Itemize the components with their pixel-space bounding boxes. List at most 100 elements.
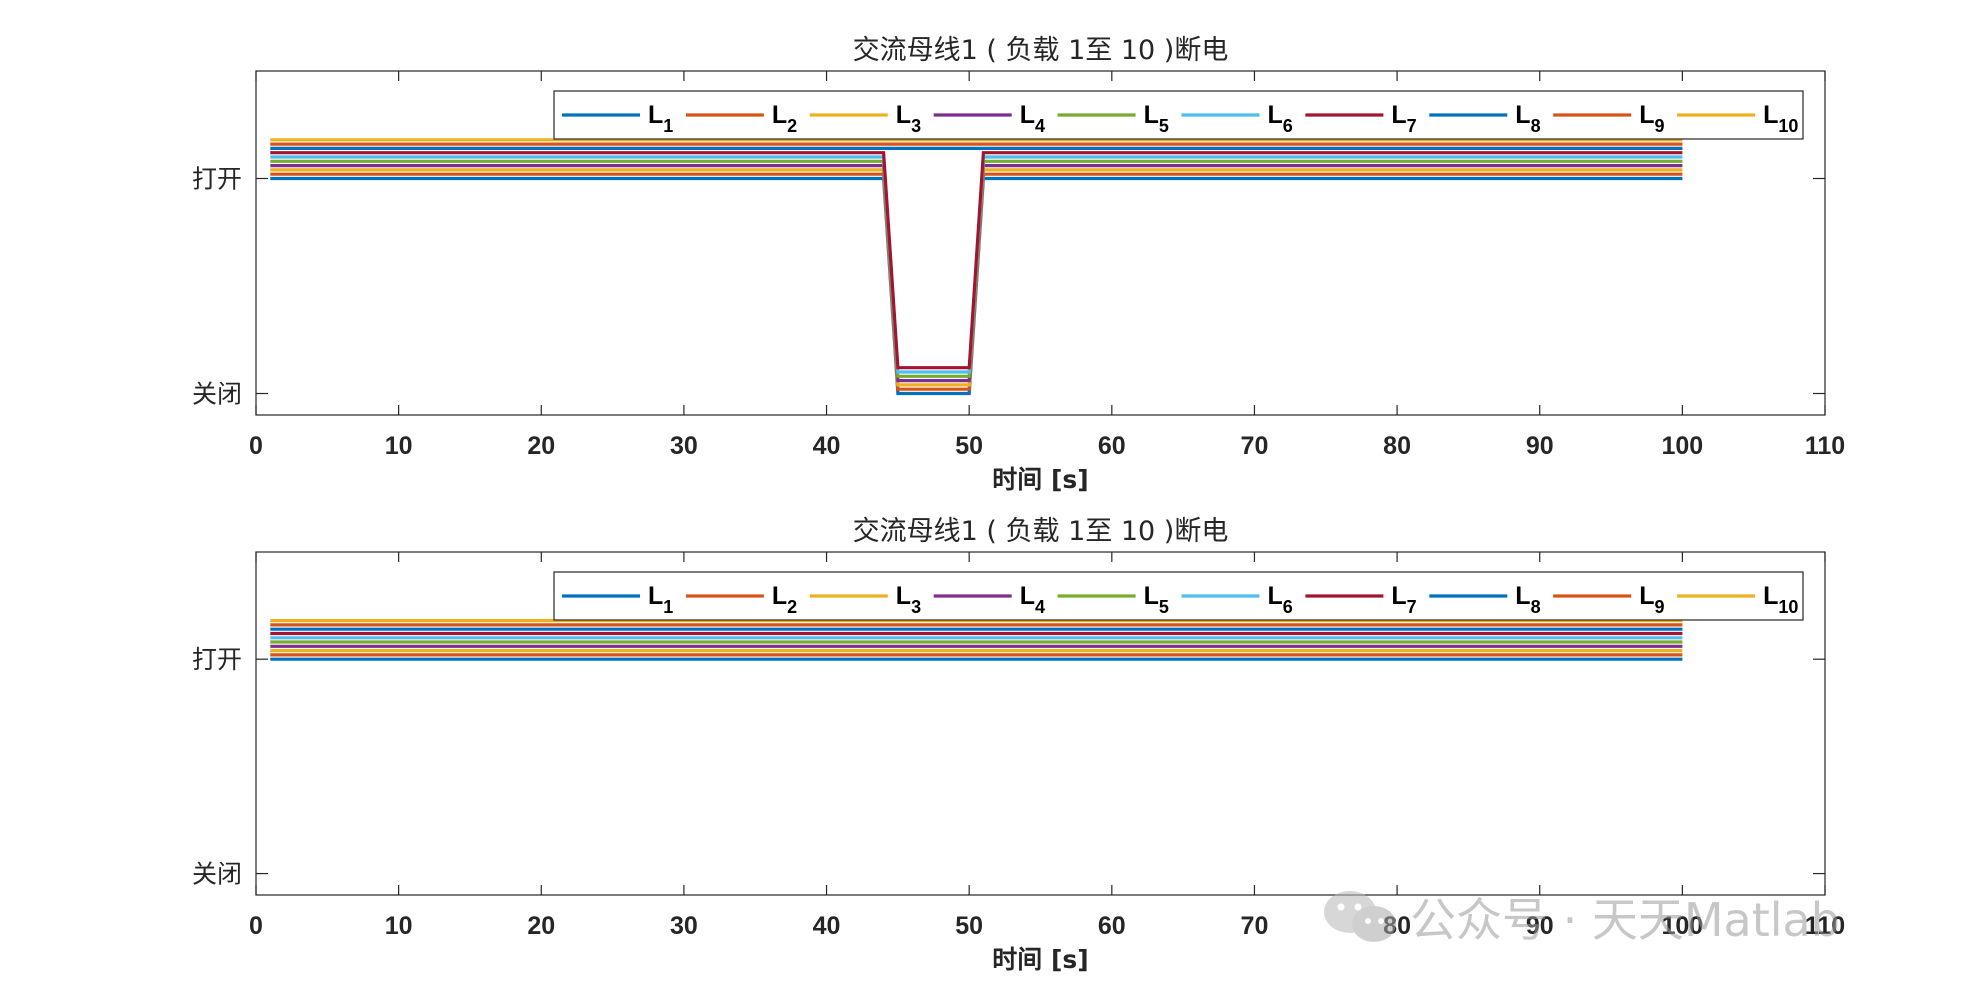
- chart-1: 交流母线1 ( 负载 1至 10 )断电 0 10 20 30 40 50 60 70 80 90 1…: [192, 35, 1845, 494]
- watermark-text: 公众号 · 天天Matlab: [1410, 893, 1840, 947]
- x-tick-label: 100: [1662, 912, 1704, 940]
- legend-label-sub: 5: [1159, 116, 1169, 136]
- legend-label-sub: 4: [1035, 116, 1045, 136]
- legend-item-L7: L7: [1305, 101, 1417, 136]
- chart-title: 交流母线1 ( 负载 1至 10 )断电: [853, 516, 1229, 547]
- x-tick-label: 0: [249, 912, 263, 940]
- legend-label: L4: [1020, 101, 1045, 136]
- x-tick-label: 60: [1098, 432, 1126, 460]
- x-tick-label: 30: [670, 912, 698, 940]
- legend-label-sub: 3: [911, 116, 921, 136]
- legend-label: L8: [1515, 582, 1540, 617]
- legend-item-L1: L1: [562, 582, 673, 617]
- legend-label-sub: 2: [787, 597, 797, 617]
- legend-label-main: L: [1391, 582, 1406, 610]
- x-tick-label: 50: [955, 432, 983, 460]
- legend-label: L7: [1391, 101, 1416, 136]
- x-tick-label: 110: [1805, 912, 1845, 940]
- legend-label: L3: [896, 101, 921, 136]
- legend-label-sub: 10: [1778, 597, 1798, 617]
- legend-label-main: L: [1020, 582, 1035, 610]
- legend-label-sub: 3: [911, 597, 921, 617]
- chart-title: 交流母线1 ( 负载 1至 10 )断电: [853, 35, 1229, 66]
- legend-label-sub: 7: [1407, 597, 1417, 617]
- legend-item-L2: L2: [685, 101, 797, 136]
- legend-item-L9: L9: [1553, 582, 1664, 617]
- legend-label-main: L: [1763, 101, 1778, 129]
- series-line-L7: [270, 151, 1683, 370]
- legend-label-main: L: [772, 101, 787, 129]
- legend-label-main: L: [1020, 101, 1035, 129]
- legend-label: L9: [1639, 101, 1664, 136]
- legend-label-main: L: [1268, 101, 1283, 129]
- legend-label: L6: [1268, 101, 1293, 136]
- x-tick-label: 80: [1383, 432, 1411, 460]
- legend-item-L5: L5: [1057, 582, 1169, 617]
- legend-item-L8: L8: [1429, 582, 1541, 617]
- legend-label-sub: 5: [1159, 597, 1169, 617]
- x-tick-label: 0: [249, 432, 263, 460]
- legend: L1 L2 L3 L4 L5 L6 L7 L8 L9 L10: [553, 90, 1804, 140]
- legend-label: L1: [648, 582, 673, 617]
- legend-item-L10: L10: [1677, 101, 1798, 136]
- legend-label: L8: [1515, 101, 1540, 136]
- x-tick-label: 40: [813, 912, 841, 940]
- x-tick-label: 50: [955, 912, 983, 940]
- legend-label-main: L: [1391, 101, 1406, 129]
- legend-label: L10: [1763, 101, 1798, 136]
- legend-label: L3: [896, 582, 921, 617]
- legend-item-L6: L6: [1181, 582, 1293, 617]
- x-axis-label: 时间 [s]: [992, 945, 1088, 974]
- legend-label-sub: 1: [663, 597, 673, 617]
- legend-label: L6: [1268, 582, 1293, 617]
- legend-item-L4: L4: [933, 101, 1045, 136]
- series-line-L4: [270, 164, 1683, 383]
- legend-label: L2: [772, 101, 797, 136]
- x-tick-label: 70: [1241, 432, 1269, 460]
- legend-label-sub: 8: [1531, 116, 1541, 136]
- legend-label-main: L: [1515, 582, 1530, 610]
- legend-label: L5: [1144, 101, 1169, 136]
- x-axis-label: 时间 [s]: [992, 465, 1088, 494]
- legend-label: L5: [1144, 582, 1169, 617]
- legend-label-main: L: [1639, 582, 1654, 610]
- x-tick-label: 30: [670, 432, 698, 460]
- watermark: 公众号 · 天天Matlab: [1320, 882, 1840, 952]
- y-tick-label: 打开: [192, 165, 242, 194]
- chart-2: 交流母线1 ( 负载 1至 10 )断电0 10 20 30 40 50 60 70 80 90 1…: [192, 516, 1845, 974]
- legend-label-sub: 8: [1531, 597, 1541, 617]
- legend-label: L9: [1639, 582, 1664, 617]
- legend-item-L3: L3: [809, 582, 921, 617]
- series-line-L5: [270, 159, 1683, 378]
- series-line-L1: [270, 176, 1683, 396]
- legend-item-L9: L9: [1553, 101, 1664, 136]
- y-tick-label: 打开: [192, 645, 242, 674]
- legend-label: L4: [1020, 582, 1045, 617]
- legend-label: L10: [1763, 582, 1798, 617]
- legend-label-sub: 10: [1778, 116, 1798, 136]
- legend-label-main: L: [1268, 582, 1283, 610]
- x-tick-label: 100: [1662, 432, 1704, 460]
- legend-item-L10: L10: [1677, 582, 1798, 617]
- legend-label: L1: [648, 101, 673, 136]
- x-tick-label: 10: [385, 432, 413, 460]
- legend-item-L1: L1: [562, 101, 673, 136]
- legend-label-sub: 6: [1283, 597, 1293, 617]
- x-tick-label: 60: [1098, 912, 1126, 940]
- legend-label-main: L: [896, 101, 911, 129]
- legend-label-sub: 9: [1654, 116, 1664, 136]
- x-tick-label: 90: [1526, 432, 1554, 460]
- legend-label-main: L: [772, 582, 787, 610]
- y-tick-label: 关闭: [192, 860, 242, 889]
- legend-item-L3: L3: [809, 101, 921, 136]
- legend-label-main: L: [896, 582, 911, 610]
- x-tick-label: 90: [1526, 912, 1554, 940]
- x-tick-label: 20: [527, 912, 555, 940]
- legend-label-main: L: [1515, 101, 1530, 129]
- wechat-icon: [1324, 891, 1396, 942]
- legend-label-main: L: [1639, 101, 1654, 129]
- legend-label-sub: 9: [1654, 597, 1664, 617]
- legend-item-L4: L4: [933, 582, 1045, 617]
- y-tick-label: 关闭: [192, 380, 242, 409]
